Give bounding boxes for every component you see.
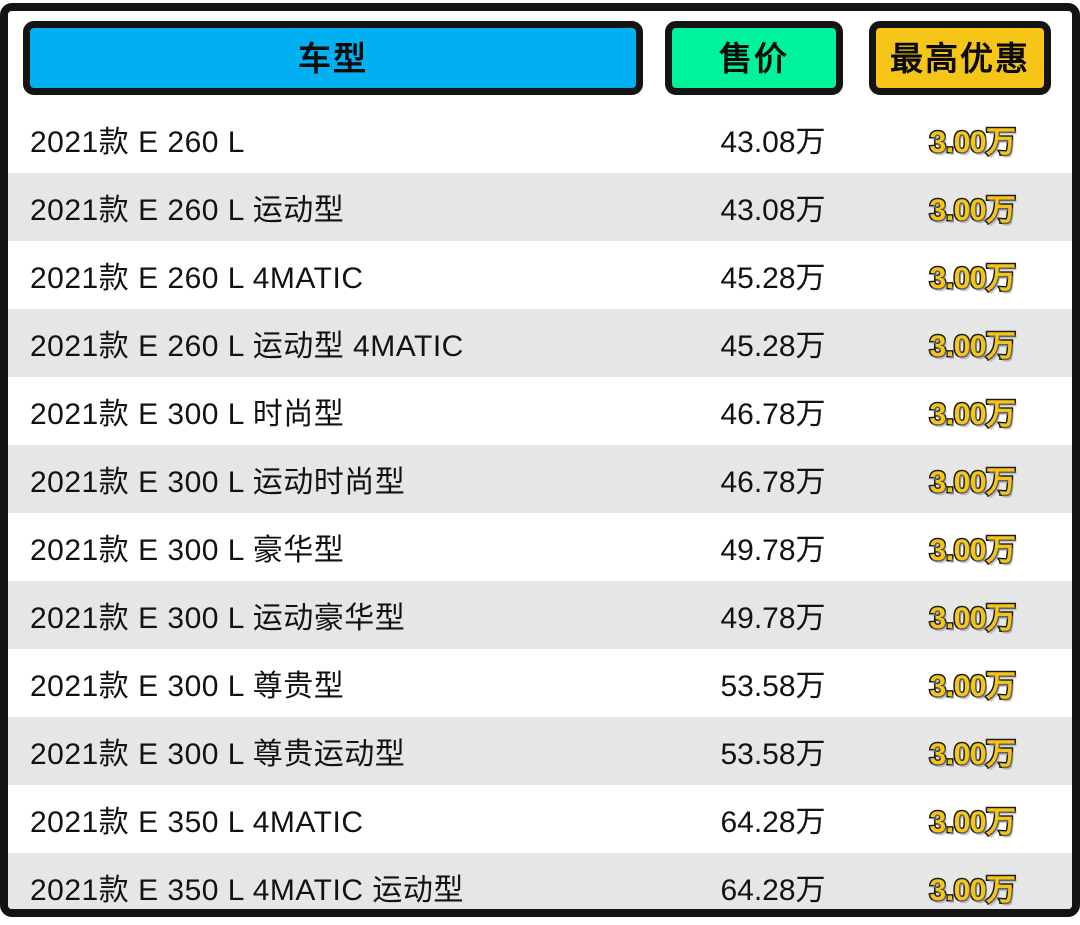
table-row: 2021款 E 300 L 尊贵运动型 53.58万 3.00万 (8, 717, 1072, 785)
cell-price: 43.08万 (720, 126, 826, 159)
price-table: 车型 售价 最高优惠 2021款 E 260 L 43.08万 3.00万 2021款… (0, 3, 1080, 917)
cell-model: 2021款 E 300 L 运动豪华型 (30, 602, 406, 635)
cell-discount: 3.00万 (928, 601, 1017, 637)
table-row: 2021款 E 260 L 运动型 4MATIC 45.28万 3.00万 (8, 309, 1072, 377)
column-header-price-label: 售价 (719, 39, 789, 77)
column-header-model-label: 车型 (298, 39, 368, 77)
table-row: 2021款 E 260 L 43.08万 3.00万 (8, 105, 1072, 173)
cell-price: 46.78万 (720, 398, 826, 431)
column-header-discount-label: 最高优惠 (890, 39, 1030, 77)
cell-model: 2021款 E 300 L 尊贵运动型 (30, 738, 406, 771)
cell-discount: 3.00万 (928, 193, 1017, 229)
cell-price: 45.28万 (720, 262, 826, 295)
cell-price: 49.78万 (720, 534, 826, 567)
column-header-model: 车型 (23, 21, 643, 95)
cell-discount: 3.00万 (928, 465, 1017, 501)
cell-model: 2021款 E 260 L 4MATIC (30, 262, 364, 295)
cell-model: 2021款 E 300 L 豪华型 (30, 534, 345, 567)
cell-price: 53.58万 (720, 670, 826, 703)
cell-discount: 3.00万 (928, 329, 1017, 365)
cell-price: 64.28万 (720, 806, 826, 839)
table-row: 2021款 E 300 L 运动豪华型 49.78万 3.00万 (8, 581, 1072, 649)
table-row: 2021款 E 300 L 尊贵型 53.58万 3.00万 (8, 649, 1072, 717)
table-row: 2021款 E 300 L 时尚型 46.78万 3.00万 (8, 377, 1072, 445)
cell-price: 64.28万 (720, 874, 826, 907)
table-body: 2021款 E 260 L 43.08万 3.00万 2021款 E 260 L 运动… (8, 105, 1072, 909)
table-row: 2021款 E 300 L 豪华型 49.78万 3.00万 (8, 513, 1072, 581)
cell-price: 43.08万 (720, 194, 826, 227)
cell-discount: 3.00万 (928, 805, 1017, 841)
cell-model: 2021款 E 260 L 运动型 4MATIC (30, 330, 464, 363)
cell-discount: 3.00万 (928, 669, 1017, 705)
cell-price: 49.78万 (720, 602, 826, 635)
cell-discount: 3.00万 (928, 125, 1017, 161)
cell-discount: 3.00万 (928, 533, 1017, 569)
cell-model: 2021款 E 300 L 时尚型 (30, 398, 345, 431)
column-header-price: 售价 (665, 21, 843, 95)
table-row: 2021款 E 350 L 4MATIC 64.28万 3.00万 (8, 785, 1072, 853)
cell-discount: 3.00万 (928, 737, 1017, 773)
cell-discount: 3.00万 (928, 397, 1017, 433)
cell-discount: 3.00万 (928, 261, 1017, 297)
table-header-row: 车型 售价 最高优惠 (8, 11, 1072, 105)
cell-price: 53.58万 (720, 738, 826, 771)
cell-model: 2021款 E 350 L 4MATIC (30, 806, 364, 839)
cell-model: 2021款 E 260 L 运动型 (30, 194, 345, 227)
table-row: 2021款 E 300 L 运动时尚型 46.78万 3.00万 (8, 445, 1072, 513)
cell-model: 2021款 E 300 L 尊贵型 (30, 670, 345, 703)
table-row: 2021款 E 260 L 4MATIC 45.28万 3.00万 (8, 241, 1072, 309)
cell-model: 2021款 E 300 L 运动时尚型 (30, 466, 406, 499)
cell-price: 46.78万 (720, 466, 826, 499)
table-row: 2021款 E 350 L 4MATIC 运动型 64.28万 3.00万 (8, 853, 1072, 909)
cell-model: 2021款 E 350 L 4MATIC 运动型 (30, 874, 464, 907)
table-row: 2021款 E 260 L 运动型 43.08万 3.00万 (8, 173, 1072, 241)
cell-discount: 3.00万 (928, 873, 1017, 909)
cell-model: 2021款 E 260 L (30, 126, 245, 159)
column-header-discount: 最高优惠 (869, 21, 1051, 95)
cell-price: 45.28万 (720, 330, 826, 363)
